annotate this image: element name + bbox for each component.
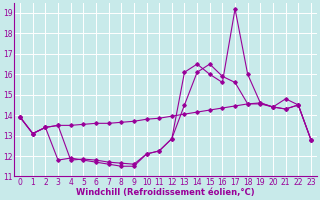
X-axis label: Windchill (Refroidissement éolien,°C): Windchill (Refroidissement éolien,°C) — [76, 188, 255, 197]
